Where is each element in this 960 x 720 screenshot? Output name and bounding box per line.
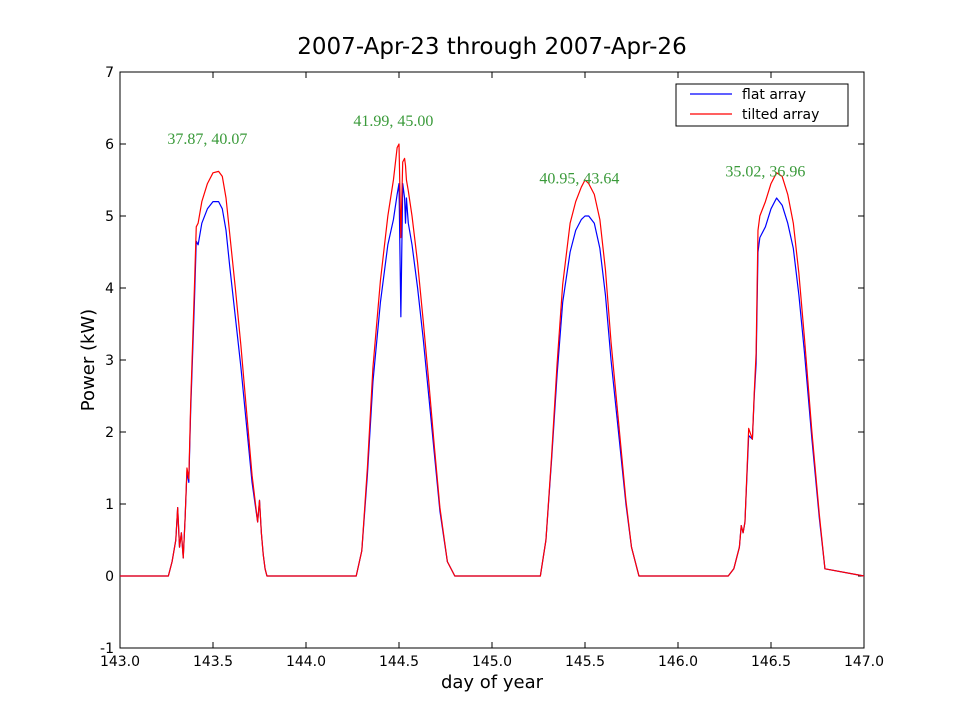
x-tick-label: 144.5	[379, 654, 419, 670]
y-tick-label: -1	[100, 641, 114, 657]
peak-annotations: 37.87, 40.07 41.99, 45.00 40.95, 43.64 35.0…	[167, 113, 805, 188]
x-tick-label: 147.0	[844, 654, 884, 670]
legend-flat-label: flat array	[742, 87, 806, 103]
series-lines	[120, 143, 865, 577]
y-tick-label: 6	[105, 137, 114, 153]
y-tick-label: 2	[105, 425, 114, 441]
x-tick-label: 146.5	[751, 654, 791, 670]
x-axis-ticks: 143.0 143.5 144.0 144.5 145.0 145.5 146.0 146.5…	[100, 72, 884, 670]
x-tick-label: 146.0	[658, 654, 698, 670]
x-tick-label: 145.0	[472, 654, 512, 670]
x-axis-label: day of year	[441, 672, 544, 693]
x-tick-label: 143.5	[193, 654, 233, 670]
y-tick-label: 1	[105, 497, 114, 513]
plot-area	[119, 71, 865, 649]
peak-annotation: 40.95, 43.64	[539, 171, 619, 188]
peak-annotation: 37.87, 40.07	[167, 131, 247, 148]
flat-array-line	[120, 183, 865, 577]
chart-title: 2007-Apr-23 through 2007-Apr-26	[297, 34, 686, 60]
x-tick-label: 143.0	[100, 654, 140, 670]
tilted-array-line	[120, 143, 865, 577]
y-axis-label: Power (kW)	[78, 309, 99, 411]
y-tick-label: 0	[105, 569, 114, 585]
y-axis-ticks: -1 0 1 2 3 4 5 6 7	[100, 65, 864, 657]
y-tick-label: 3	[105, 353, 114, 369]
y-tick-label: 7	[105, 65, 114, 81]
y-tick-label: 4	[105, 281, 114, 297]
x-tick-label: 145.5	[565, 654, 605, 670]
y-tick-label: 5	[105, 209, 114, 225]
legend: flat array tilted array	[675, 83, 849, 127]
peak-annotation: 41.99, 45.00	[353, 113, 433, 130]
peak-annotation: 35.02, 36.96	[725, 163, 805, 180]
legend-tilted-label: tilted array	[742, 107, 819, 123]
legend-box	[675, 83, 849, 127]
x-tick-label: 144.0	[286, 654, 326, 670]
